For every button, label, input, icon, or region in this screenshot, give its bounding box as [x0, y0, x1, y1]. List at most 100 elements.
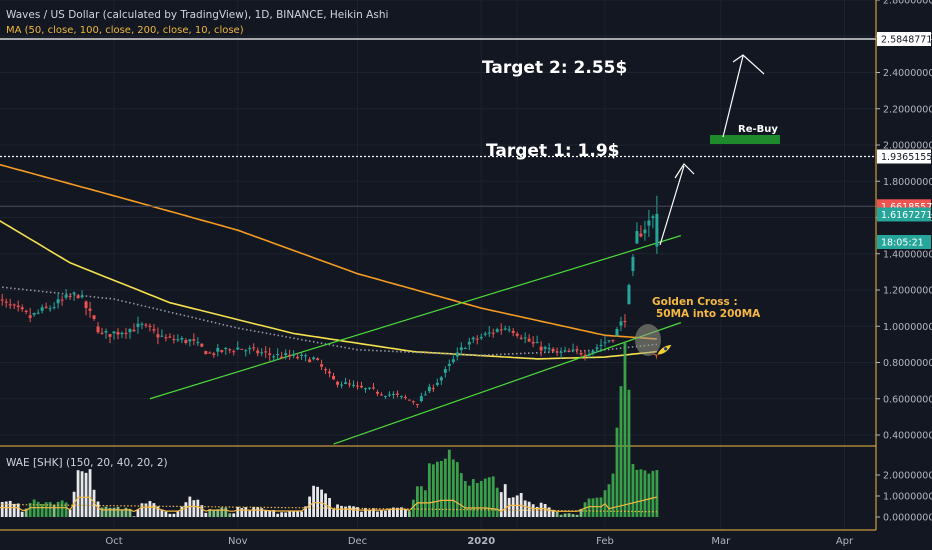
- candle-body: [48, 308, 52, 310]
- wae-bar: [132, 516, 136, 517]
- candle-body: [459, 347, 463, 350]
- candle-body: [515, 333, 519, 336]
- candle-body: [575, 349, 579, 351]
- wae-bar: [48, 502, 52, 517]
- wae-bar: [344, 506, 347, 517]
- wae-bar: [136, 509, 140, 517]
- candle-body: [467, 341, 471, 345]
- wae-bar: [144, 503, 148, 517]
- wae-bar: [583, 502, 587, 517]
- trend-channel: [149, 235, 682, 445]
- candle-body: [104, 331, 108, 333]
- wae-bar: [523, 500, 527, 517]
- candle-body: [439, 377, 443, 381]
- candle-body: [260, 352, 264, 354]
- candle-body: [352, 384, 356, 386]
- wae-bar: [340, 505, 343, 517]
- candle-body: [419, 396, 423, 402]
- wae-bar: [264, 509, 268, 517]
- wae-bar: [240, 508, 244, 517]
- candle-body: [379, 394, 383, 396]
- candle-body: [611, 340, 615, 342]
- wae-bar: [64, 502, 68, 517]
- wae-bar: [655, 470, 659, 517]
- wae-bar: [639, 469, 643, 517]
- xtick-label: Oct: [105, 536, 122, 547]
- wae-bar: [368, 510, 371, 517]
- golden-cross-marker: [635, 324, 661, 356]
- candle-body: [132, 329, 136, 332]
- wae-bar: [547, 507, 551, 517]
- wae-bar: [555, 511, 559, 517]
- wae-bar: [260, 508, 264, 517]
- candle-body: [40, 307, 44, 311]
- wae-bar: [128, 508, 132, 517]
- candle-body: [204, 351, 208, 355]
- candle-body: [383, 396, 387, 398]
- annotations: [0, 38, 876, 361]
- wae-bar: [647, 473, 651, 517]
- wae-bar: [396, 507, 399, 517]
- candle-body: [643, 229, 647, 234]
- candle-body: [192, 339, 196, 341]
- wae-bar: [439, 460, 443, 517]
- candle-body: [240, 348, 244, 350]
- wae-bar: [579, 508, 583, 517]
- wae-bar: [84, 472, 88, 517]
- wae-bar: [288, 510, 292, 517]
- wae-bar: [224, 507, 228, 517]
- wae-bar: [124, 507, 128, 517]
- candle-body: [627, 285, 631, 305]
- wae-bar: [192, 500, 196, 517]
- wae-bar: [24, 508, 28, 517]
- wae-bar: [435, 461, 439, 517]
- candle-body: [60, 299, 64, 301]
- wae-bar: [88, 469, 92, 517]
- channel-upper: [149, 235, 682, 400]
- wae-bar: [447, 449, 451, 517]
- wae-bar: [200, 505, 204, 517]
- wae-bar: [156, 506, 160, 517]
- wae-bar: [220, 507, 224, 517]
- candle-body: [356, 385, 360, 387]
- candle-body: [16, 305, 20, 307]
- wae-bar: [499, 492, 503, 517]
- candle-body: [655, 213, 659, 247]
- candle-body: [495, 329, 499, 332]
- wae-legend[interactable]: WAE [SHK] (150, 20, 40, 20, 2): [6, 457, 168, 469]
- ytick-label: 2.0000000: [883, 141, 932, 152]
- candle-body: [236, 347, 240, 350]
- wae-bar: [559, 514, 563, 517]
- candle-body: [152, 329, 156, 331]
- candle-body: [387, 394, 391, 396]
- wae-indicator[interactable]: [0, 343, 659, 517]
- price-label: 1.9365155: [881, 152, 932, 163]
- wae-bar: [76, 470, 80, 517]
- candle-body: [328, 371, 332, 374]
- candles[interactable]: [0, 195, 659, 408]
- arrow-head-1: [674, 163, 695, 179]
- chart-title[interactable]: Waves / US Dollar (calculated by Trading…: [6, 9, 388, 21]
- wae-bar: [140, 503, 144, 517]
- candle-body: [411, 401, 415, 403]
- candle-body: [0, 299, 4, 301]
- candle-body: [220, 350, 224, 352]
- wae-bar: [431, 464, 435, 517]
- candle-body: [475, 338, 479, 340]
- candle-body: [320, 364, 324, 367]
- candle-body: [340, 384, 344, 386]
- golden-cross-label-1: Golden Cross :: [652, 296, 738, 308]
- candle-body: [68, 296, 72, 298]
- wae-bar: [96, 501, 100, 517]
- wae-bar: [172, 513, 176, 517]
- ytick-label: 0.6000000: [883, 394, 932, 405]
- wae-bar: [615, 427, 619, 517]
- wae-bar: [607, 484, 611, 517]
- candle-body: [88, 308, 92, 311]
- ytick-label: 2.4000000: [883, 68, 932, 79]
- wae-bar: [272, 510, 276, 517]
- wae-bar: [539, 502, 543, 517]
- wae-bar: [475, 482, 479, 517]
- ma-legend[interactable]: MA (50, close, 100, close, 200, close, 1…: [6, 25, 244, 36]
